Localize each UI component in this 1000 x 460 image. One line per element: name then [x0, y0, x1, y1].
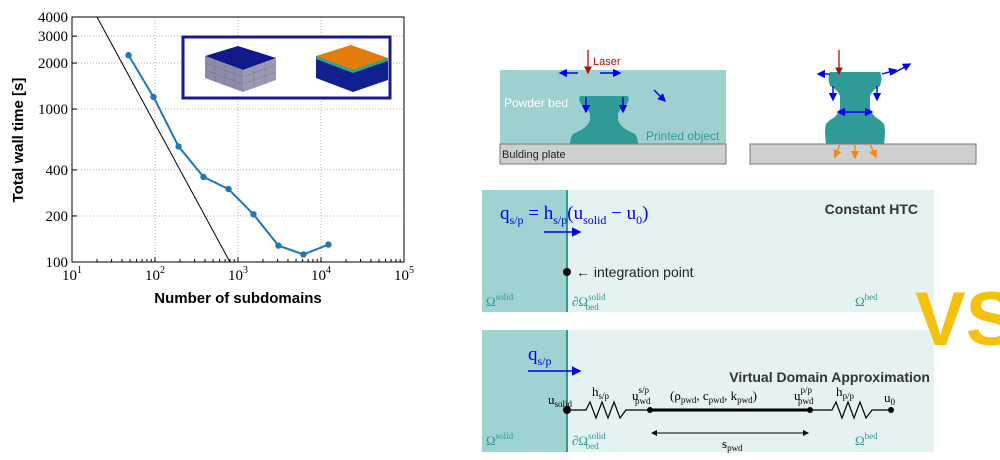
panel-title-2: Virtual Domain Approximation: [729, 369, 930, 385]
omega-solid-label: Ωsolid: [486, 292, 514, 309]
reference-slope-line: [96, 16, 231, 263]
data-point: [300, 251, 307, 258]
x-tick-label: 103: [228, 265, 248, 284]
data-point: [125, 52, 132, 59]
y-tick-label: 100: [46, 255, 69, 271]
no-powder-scene: [749, 50, 977, 165]
x-tick-label: 102: [145, 265, 165, 284]
plate-label: Bulding plate: [502, 149, 566, 161]
heat-flux-arrows-bare: [816, 63, 912, 117]
y-axis-label: Total wall time [s]: [10, 78, 27, 203]
u0-label: u0: [884, 390, 896, 407]
integration-point: [563, 268, 571, 276]
y-tick-label: 400: [46, 163, 69, 179]
htc-equation: qs/p = hs/p(usolid − u0): [500, 203, 648, 227]
wall-time-chart: 101 102 103 104 105 100 200 400 1000 2000 3000 4000: [10, 10, 414, 307]
panel-virtual-domain: Virtual Domain Approximation qs/p usolid…: [482, 330, 934, 453]
y-tick-label: 1000: [38, 102, 68, 118]
data-point: [175, 143, 182, 150]
panel-title: Constant HTC: [825, 201, 918, 217]
printed-object-bare: [825, 72, 885, 144]
data-point: [200, 173, 207, 181]
inset-box: [181, 35, 392, 100]
powder-label: Powder bed: [504, 96, 568, 110]
plate-flux-arrows: [833, 143, 877, 160]
x-tick-label: 104: [311, 265, 331, 284]
h-pp-label: hp/p: [836, 384, 855, 401]
heat-flux-arrows: [558, 68, 666, 114]
mesh-cube: [204, 46, 277, 92]
flux-label: qs/p: [528, 344, 552, 368]
s-pwd-label: spwd: [722, 436, 743, 453]
solid-region: [482, 190, 567, 312]
omega-bed-label-2: Ωbed: [855, 431, 878, 448]
omega-solid-label-2: Ωsolid: [486, 431, 514, 448]
thermal-network: [563, 400, 894, 436]
panel-constant-htc: Constant HTC qs/p = hs/p(usolid − u0) ← …: [482, 190, 934, 312]
data-point: [150, 93, 157, 101]
u-pwd-sp-label: us/p pwd: [632, 385, 651, 406]
y-tick-label: 3000: [38, 29, 68, 45]
x-axis-label: Number of subdomains: [154, 290, 322, 307]
temperature-cube: [316, 45, 388, 92]
chart-ticks: 101 102 103 104 105 100 200 400 1000 2000 3000 4000: [38, 10, 414, 284]
laser-label: Laser: [593, 56, 621, 68]
powder-params: (ρpwd, cpwd, kpwd): [670, 388, 757, 405]
x-tick-label: 105: [394, 265, 414, 284]
data-point: [275, 242, 282, 249]
powder-bed-scene: Laser Powder bed Printed object Bulding …: [499, 50, 727, 165]
boundary-label-2: ∂Ωsolid bed: [572, 431, 606, 451]
building-plate: [499, 143, 727, 165]
x-tick-label: 101: [62, 265, 82, 284]
integration-point-label: ← integration point: [576, 264, 694, 280]
y-tick-label: 200: [46, 209, 69, 225]
omega-bed-label: Ωbed: [855, 292, 878, 309]
resistor-pp: [810, 400, 888, 420]
data-point: [325, 241, 332, 248]
u-solid-label: usolid: [548, 392, 573, 409]
resistor-sp: [567, 400, 650, 420]
vs-label: VS: [915, 277, 1000, 362]
building-plate-bare: [749, 143, 977, 165]
data-point: [225, 185, 232, 193]
reference-line-group: [96, 16, 231, 263]
solid-region-2: [482, 330, 567, 452]
y-tick-label: 4000: [38, 10, 68, 26]
boundary-label: ∂Ωsolid bed: [572, 292, 606, 312]
series-group: [125, 52, 332, 258]
h-sp-label: hs/p: [592, 384, 610, 401]
y-tick-label: 2000: [38, 56, 68, 72]
u-pwd-pp-label: up/p pwd: [794, 385, 814, 406]
data-point: [250, 211, 257, 218]
diagram-area: Laser Powder bed Printed object Bulding …: [482, 50, 1000, 453]
object-label: Printed object: [646, 129, 720, 143]
